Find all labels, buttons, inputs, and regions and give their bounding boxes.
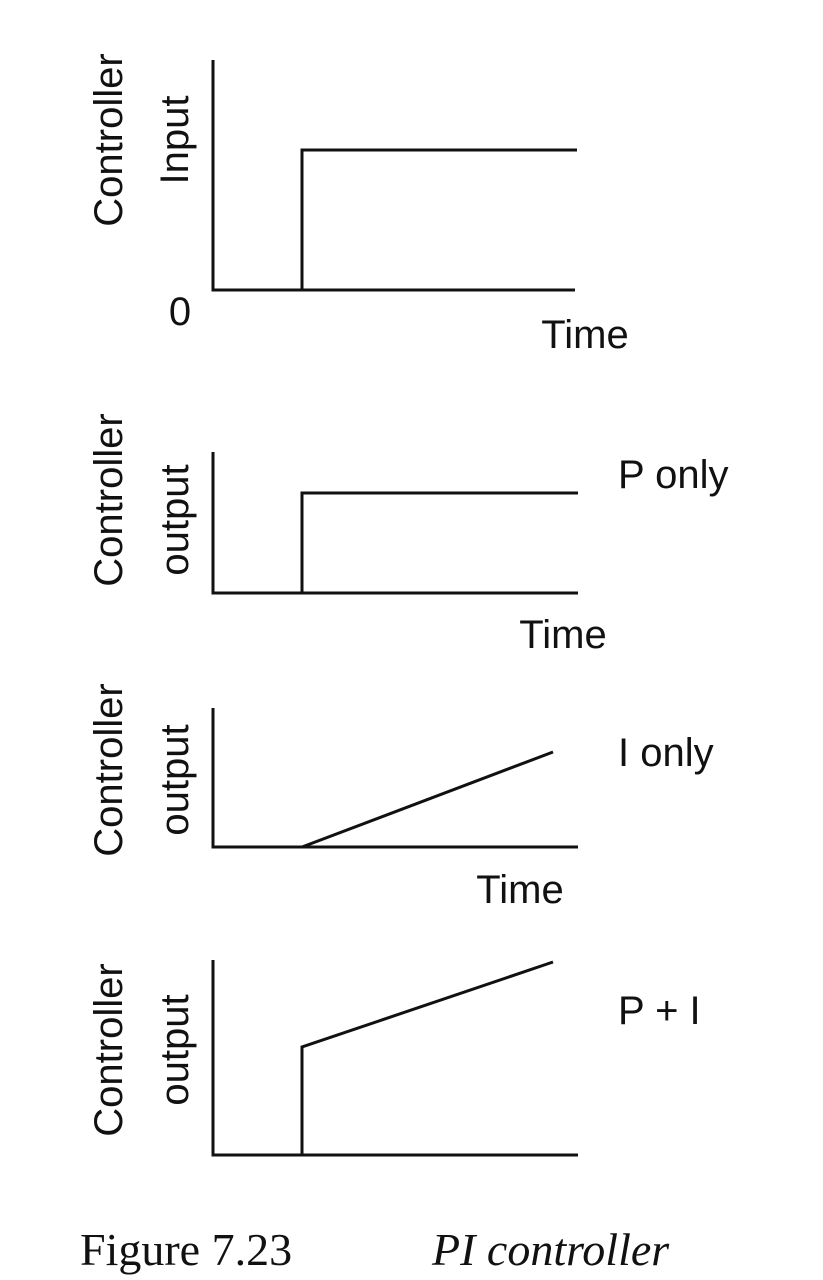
annotation: I only [618, 731, 714, 775]
panel-input: Controller Input 0 Time [87, 53, 629, 357]
panel-p-plus-i: Controller output P + I [87, 960, 701, 1157]
y-label: output [153, 994, 197, 1105]
y-label: output [153, 724, 197, 835]
x-label: Time [541, 313, 628, 357]
y-label: output [153, 464, 197, 575]
axes [211, 708, 578, 849]
step-curve [213, 148, 577, 292]
x-label: Time [476, 868, 563, 912]
y-label: Controller [87, 963, 131, 1136]
ramp-curve [301, 750, 554, 849]
annotation: P only [618, 453, 728, 497]
panel-i-only: Controller output Time I only [87, 683, 714, 912]
caption-title: PI controller [431, 1224, 670, 1275]
axes [211, 452, 578, 595]
axes [211, 60, 575, 292]
step-curve [213, 491, 578, 595]
annotation: P + I [618, 989, 701, 1033]
x-label: Time [519, 613, 606, 657]
y-label: Controller [87, 413, 131, 586]
caption-label: Figure 7.23 [80, 1224, 292, 1275]
y-label: Controller [87, 683, 131, 856]
y-label: Input [153, 96, 197, 185]
panel-p-only: Controller output Time P only [87, 413, 728, 657]
y-label: Controller [87, 53, 131, 226]
step-ramp-curve [213, 960, 554, 1157]
axes [211, 960, 578, 1157]
zero-label: 0 [169, 290, 191, 334]
